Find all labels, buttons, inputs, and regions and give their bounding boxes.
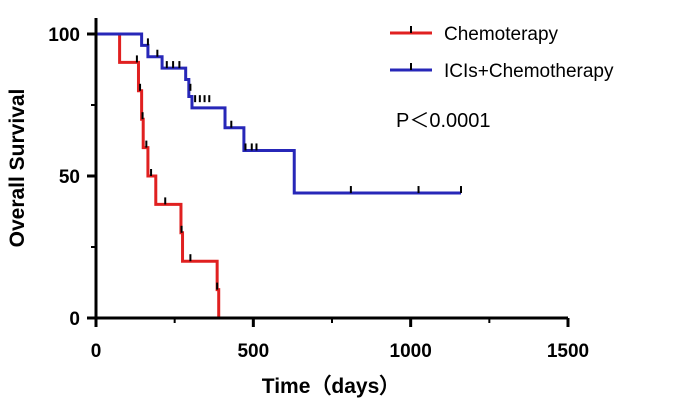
legend: Chemoterapy ICIs+Chemotherapy (390, 24, 614, 82)
ticks (87, 32, 570, 327)
plot-series (96, 32, 463, 318)
tick-labels: 0 500 1000 1500 0 50 100 (48, 25, 589, 362)
x-tick-label: 1500 (547, 341, 589, 362)
y-tick-label: 0 (69, 309, 80, 330)
x-tick-label: 0 (91, 341, 102, 362)
y-tick-label: 100 (48, 25, 80, 46)
p-value-annotation: P＜0.0001 (396, 110, 491, 132)
legend-label-ici-chemotherapy: ICIs+Chemotherapy (444, 61, 614, 82)
x-tick-label: 500 (237, 341, 269, 362)
x-axis-title: Time（days） (262, 374, 401, 398)
legend-label-chemoterapy: Chemoterapy (444, 24, 559, 45)
survival-curve-chemoterapy (96, 32, 221, 318)
y-tick-label: 50 (59, 167, 80, 188)
survival-curve-ici-chemotherapy (96, 32, 462, 195)
y-axis-title: Overall Survival (6, 89, 29, 248)
x-tick-label: 1000 (390, 341, 432, 362)
